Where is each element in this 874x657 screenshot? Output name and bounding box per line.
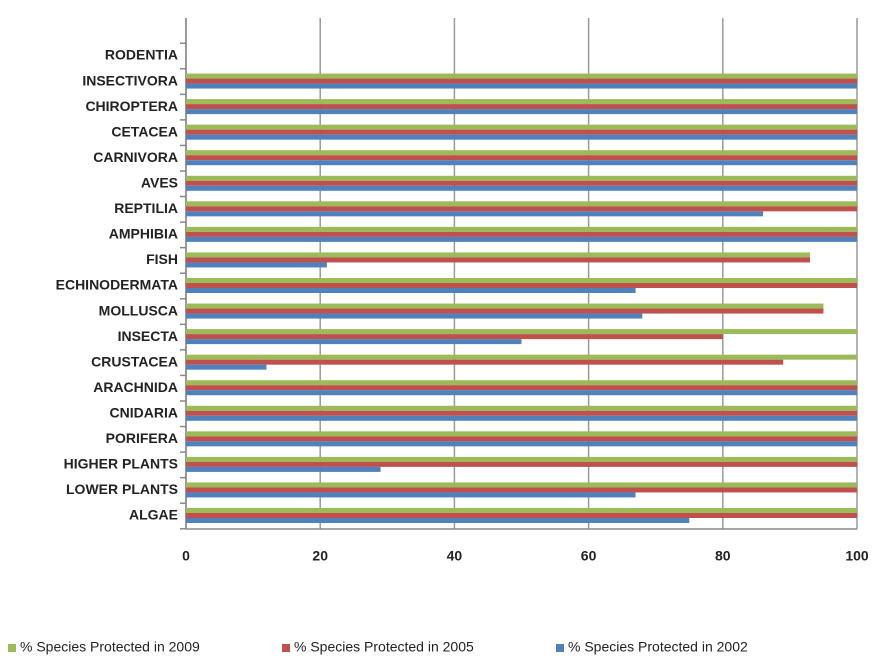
- y-tick-label: AMPHIBIA: [109, 226, 178, 242]
- bar: [186, 339, 522, 345]
- bar: [186, 518, 690, 523]
- y-tick-label: CRUSTACEA: [91, 353, 178, 369]
- bar: [186, 236, 857, 242]
- legend-label: % Species Protected in 2009: [20, 639, 200, 655]
- bar: [186, 283, 857, 288]
- bar: [186, 150, 857, 156]
- x-tick-label: 0: [182, 548, 190, 564]
- y-tick-label: INSECTIVORA: [82, 72, 178, 88]
- bar: [186, 364, 267, 370]
- bar: [186, 466, 381, 472]
- bar: [186, 334, 723, 340]
- x-tick-label: 100: [845, 548, 869, 564]
- bar: [186, 134, 857, 140]
- bar: [186, 390, 857, 396]
- y-tick-label: PORIFERA: [106, 430, 178, 446]
- bar: [186, 78, 857, 84]
- bar: [186, 329, 857, 335]
- legend-swatch: [8, 644, 16, 652]
- bar: [186, 508, 857, 513]
- legend-label: % Species Protected in 2005: [294, 639, 474, 655]
- y-tick-label: HIGHER PLANTS: [64, 456, 178, 472]
- bar: [186, 201, 857, 207]
- y-tick-label: MOLLUSCA: [99, 302, 178, 318]
- bar: [186, 492, 636, 498]
- bar: [186, 257, 811, 263]
- bar: [186, 129, 857, 135]
- bar: [186, 99, 857, 105]
- legend-swatch: [556, 644, 564, 652]
- x-tick-label: 80: [715, 548, 731, 564]
- legend-swatch: [282, 644, 290, 652]
- y-tick-label: AVES: [141, 174, 178, 190]
- bar: [186, 436, 857, 442]
- x-tick-label: 60: [581, 548, 597, 564]
- bar: [186, 385, 857, 391]
- bar: [186, 288, 636, 293]
- bar: [186, 354, 857, 360]
- y-tick-label: ARACHNIDA: [93, 379, 178, 395]
- x-tick-label: 20: [312, 548, 328, 564]
- y-tick-label: CHIROPTERA: [85, 98, 178, 114]
- bar: [186, 410, 857, 416]
- bar: [186, 380, 857, 386]
- bar: [186, 359, 784, 365]
- bar: [186, 211, 764, 217]
- bar: [186, 308, 824, 314]
- bar: [186, 104, 857, 110]
- x-tick-label: 40: [447, 548, 463, 564]
- bar: [186, 482, 857, 488]
- bar: [186, 124, 857, 130]
- bar: [186, 415, 857, 421]
- bar: [186, 180, 857, 186]
- bar: [186, 160, 857, 166]
- bar: [186, 73, 857, 79]
- bar: [186, 313, 643, 319]
- y-tick-label: INSECTA: [118, 328, 178, 344]
- bar: [186, 513, 857, 518]
- bar: [186, 109, 857, 115]
- bar: [186, 83, 857, 89]
- y-tick-label: ALGAE: [129, 507, 178, 523]
- y-tick-label: REPTILIA: [114, 200, 178, 216]
- bar: [186, 405, 857, 411]
- bar: [186, 262, 327, 268]
- bar: [186, 431, 857, 437]
- bar: [186, 226, 857, 232]
- bar: [186, 206, 857, 212]
- y-tick-label: CARNIVORA: [93, 149, 178, 165]
- bar: [186, 155, 857, 161]
- bar: [186, 231, 857, 237]
- y-tick-label: FISH: [146, 251, 178, 267]
- bar: [186, 461, 857, 467]
- bar: [186, 441, 857, 447]
- bar: [186, 278, 857, 283]
- legend-label: % Species Protected in 2002: [568, 639, 748, 655]
- y-tick-label: LOWER PLANTS: [66, 481, 178, 497]
- bar: [186, 175, 857, 181]
- y-tick-label: CETACEA: [111, 123, 178, 139]
- bar: [186, 252, 811, 258]
- bar: [186, 303, 824, 309]
- bar: [186, 487, 857, 493]
- bar: [186, 456, 857, 462]
- y-tick-label: CNIDARIA: [110, 404, 178, 420]
- y-tick-label: ECHINODERMATA: [56, 277, 178, 293]
- bar: [186, 185, 857, 191]
- y-tick-label: RODENTIA: [105, 47, 178, 63]
